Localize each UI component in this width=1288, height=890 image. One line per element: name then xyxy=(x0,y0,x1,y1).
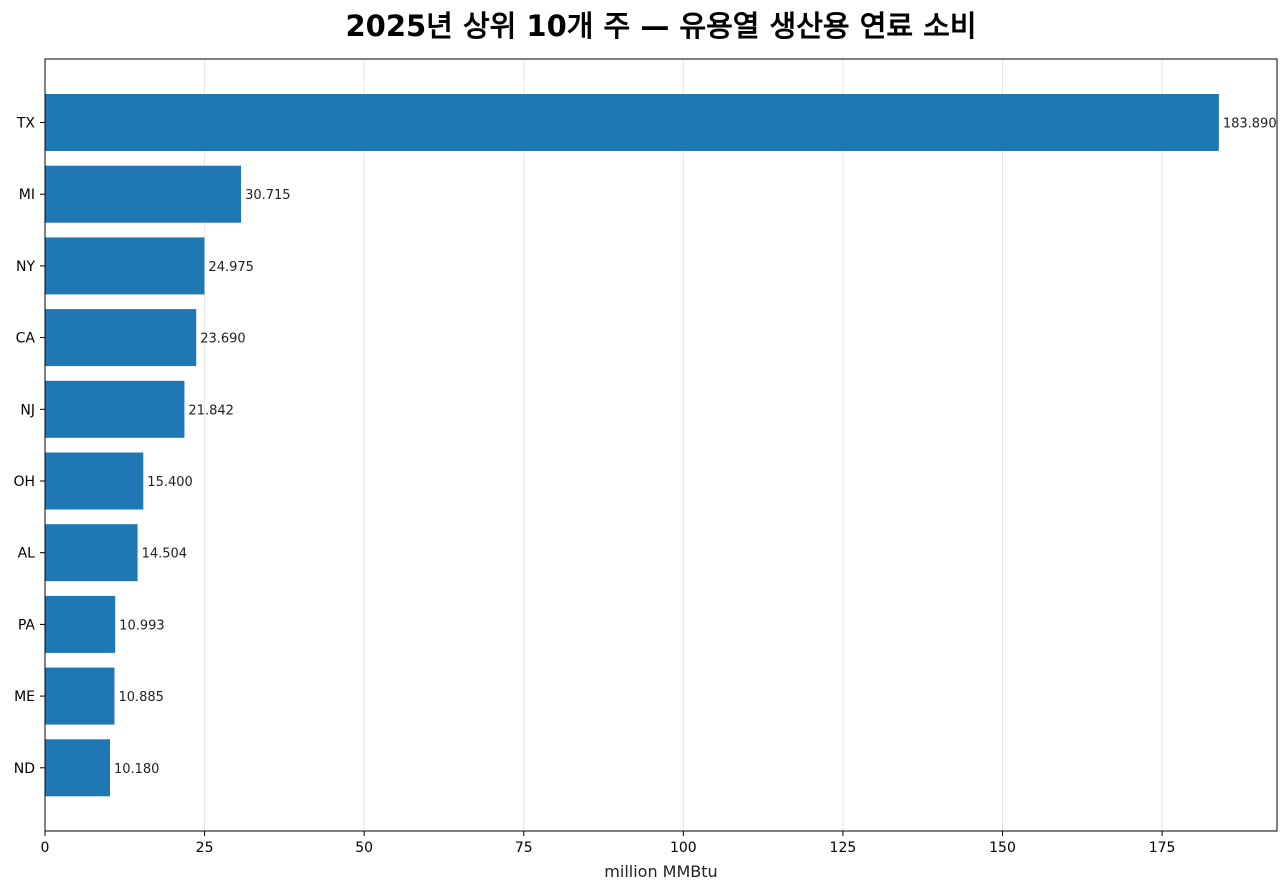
value-label-pa: 10.993 xyxy=(119,618,165,633)
x-tick-label: 150 xyxy=(989,840,1016,856)
value-label-oh: 15.400 xyxy=(147,475,193,490)
plot-frame xyxy=(44,58,1278,832)
value-label-mi: 30.715 xyxy=(245,188,291,203)
y-tick-label-ny: NY xyxy=(16,259,35,275)
y-tick-label-mi: MI xyxy=(19,187,35,203)
x-tick-label: 25 xyxy=(196,840,214,856)
y-tick-label-nd: ND xyxy=(14,761,35,777)
bar-nd xyxy=(45,739,110,797)
bar-me xyxy=(45,667,115,725)
bar-al xyxy=(45,524,138,582)
value-label-ca: 23.690 xyxy=(200,332,246,347)
x-tick-label: 100 xyxy=(670,840,697,856)
bars xyxy=(45,94,1219,797)
bar-nj xyxy=(45,380,185,438)
bar-oh xyxy=(45,452,144,510)
value-label-tx: 183.890 xyxy=(1223,117,1277,132)
bar-ca xyxy=(45,309,197,367)
y-tick-label-tx: TX xyxy=(16,116,36,132)
value-label-nd: 10.180 xyxy=(114,762,160,777)
y-tick-label-pa: PA xyxy=(18,617,36,633)
x-tick-label: 75 xyxy=(515,840,533,856)
x-tick-label: 125 xyxy=(830,840,857,856)
y-tick-label-nj: NJ xyxy=(20,402,35,418)
x-tick-label: 50 xyxy=(355,840,373,856)
value-label-me: 10.885 xyxy=(118,690,164,705)
bar-mi xyxy=(45,165,242,223)
y-tick-label-ca: CA xyxy=(16,331,36,347)
y-tick-labels: TX MI NY CA NJ OH AL PA ME ND xyxy=(13,116,45,777)
x-tick-label: 0 xyxy=(41,840,50,856)
y-tick-label-me: ME xyxy=(14,689,35,705)
value-label-nj: 21.842 xyxy=(188,403,234,418)
value-label-ny: 24.975 xyxy=(208,260,254,275)
bar-ny xyxy=(45,237,205,295)
x-axis-label: million MMBtu xyxy=(604,862,717,881)
x-tick-label: 175 xyxy=(1149,840,1176,856)
data-labels: 183.890 30.715 24.975 23.690 21.842 15.400 14.… xyxy=(114,117,1277,777)
bar-tx xyxy=(45,94,1219,151)
y-tick-label-oh: OH xyxy=(13,474,35,490)
x-tick-labels: 0 25 50 75 100 125 150 175 xyxy=(41,831,1176,856)
chart-title: 2025년 상위 10개 주 — 유용열 생산용 연료 소비 xyxy=(345,9,976,43)
value-label-al: 14.504 xyxy=(142,547,188,562)
y-tick-label-al: AL xyxy=(18,546,36,562)
bar-pa xyxy=(45,595,116,653)
